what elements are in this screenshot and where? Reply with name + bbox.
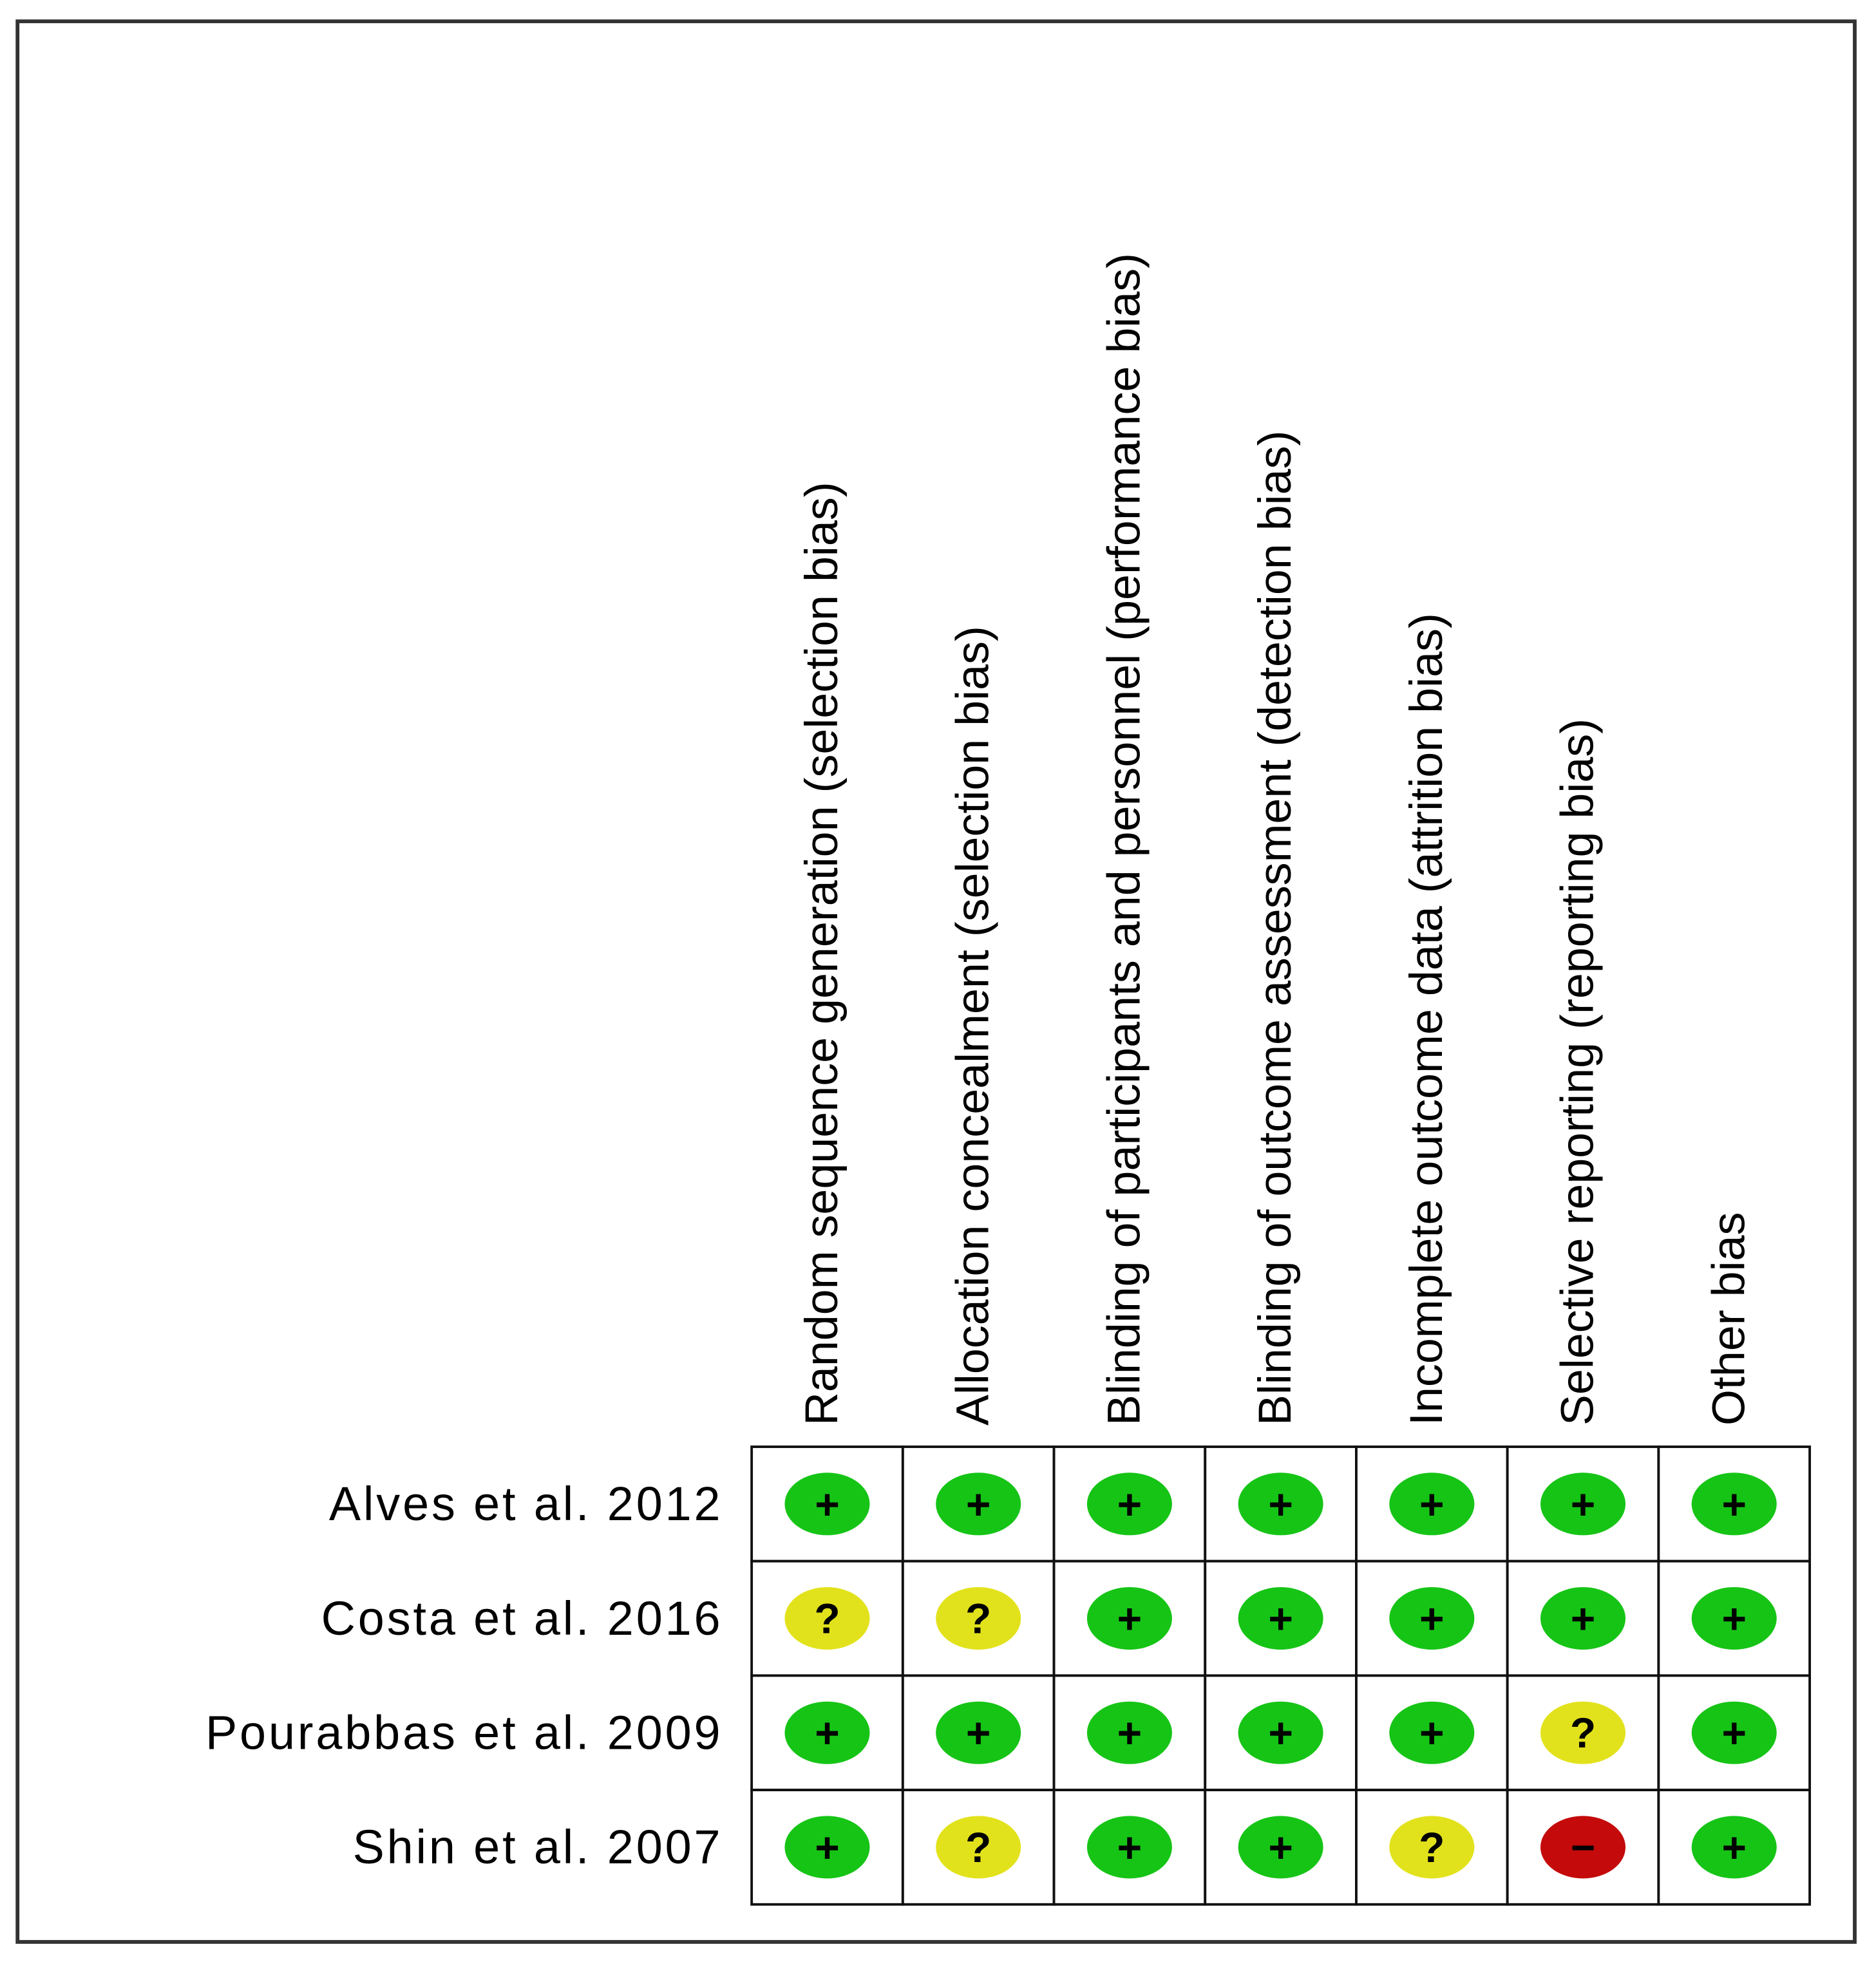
judgment-dot (1086, 1473, 1172, 1536)
study-label: Costa et al. 2016 (321, 1592, 723, 1645)
judgment-symbol: + (815, 1480, 840, 1528)
domain-header: Random sequence generation (selection bi… (796, 482, 848, 1426)
judgment-symbol: + (1571, 1595, 1596, 1642)
judgment-dot (1691, 1473, 1777, 1536)
judgment-symbol: + (1721, 1595, 1747, 1642)
domain-header: Other bias (1703, 1212, 1754, 1426)
study-label: Pourabbas et al. 2009 (205, 1706, 723, 1759)
judgment-symbol: + (1117, 1480, 1142, 1528)
study-label: Alves et al. 2012 (329, 1477, 723, 1530)
judgment-symbol: + (1268, 1709, 1293, 1756)
judgment-symbol: + (815, 1709, 840, 1756)
cell (1204, 1559, 1358, 1677)
judgment-symbol: + (1571, 1480, 1596, 1528)
judgment-symbol: − (1571, 1823, 1596, 1871)
judgment-dot (1238, 1587, 1323, 1650)
judgment-symbol: + (1721, 1480, 1747, 1528)
judgment-dot (1086, 1701, 1172, 1764)
judgment-symbol: ? (1419, 1823, 1445, 1871)
judgment-dot (1389, 1701, 1475, 1764)
judgment-symbol: ? (965, 1823, 991, 1871)
judgment-dot (1238, 1816, 1323, 1879)
study-label: Shin et al. 2007 (353, 1820, 723, 1874)
judgment-dot (1540, 1701, 1626, 1764)
judgment-dot (1540, 1587, 1626, 1650)
judgment-dot (1691, 1816, 1777, 1879)
judgment-symbol: + (1117, 1595, 1142, 1642)
judgment-dot (1389, 1816, 1475, 1879)
domain-header: Blinding of outcome assessment (detectio… (1249, 431, 1301, 1426)
judgment-dot (1389, 1587, 1475, 1650)
judgment-symbol: + (1721, 1709, 1747, 1756)
judgment-dot (1540, 1816, 1626, 1879)
judgment-symbol: + (1268, 1823, 1293, 1871)
judgment-symbol: + (1268, 1595, 1293, 1642)
judgment-symbol: + (1721, 1823, 1747, 1871)
judgment-dot (1238, 1701, 1323, 1764)
judgment-dot (784, 1587, 870, 1650)
judgment-dot (1086, 1587, 1172, 1650)
judgment-symbol: + (1419, 1480, 1445, 1528)
judgment-symbol: ? (965, 1595, 991, 1642)
judgment-dot (1540, 1473, 1626, 1536)
domain-header: Incomplete outcome data (attrition bias) (1401, 613, 1452, 1426)
judgment-dot (1086, 1816, 1172, 1879)
judgment-dot (784, 1701, 870, 1764)
domain-header: Blinding of participants and personnel (… (1098, 253, 1150, 1426)
judgment-dot (784, 1473, 870, 1536)
judgment-dot (1691, 1587, 1777, 1650)
judgment-dot (936, 1587, 1021, 1650)
judgment-dot (936, 1473, 1021, 1536)
judgment-symbol: + (1268, 1480, 1293, 1528)
judgment-symbol: + (966, 1480, 991, 1528)
judgment-symbol: + (1117, 1709, 1142, 1756)
judgment-dot (784, 1816, 870, 1879)
judgment-dot (1238, 1473, 1323, 1536)
domain-header: Allocation concealment (selection bias) (947, 626, 999, 1426)
judgment-symbol: + (966, 1709, 991, 1756)
judgment-dot (936, 1701, 1021, 1764)
judgment-dot (1691, 1701, 1777, 1764)
judgment-symbol: + (815, 1823, 840, 1871)
judgment-symbol: + (1419, 1595, 1445, 1642)
domain-header: Selective reporting (reporting bias) (1552, 719, 1604, 1426)
cell (1204, 1674, 1358, 1792)
judgment-dot (1389, 1473, 1475, 1536)
judgment-symbol: + (1117, 1823, 1142, 1871)
judgment-dot (936, 1816, 1021, 1879)
judgment-symbol: + (1419, 1709, 1445, 1756)
judgment-symbol: ? (814, 1595, 840, 1642)
judgment-symbol: ? (1570, 1709, 1596, 1756)
